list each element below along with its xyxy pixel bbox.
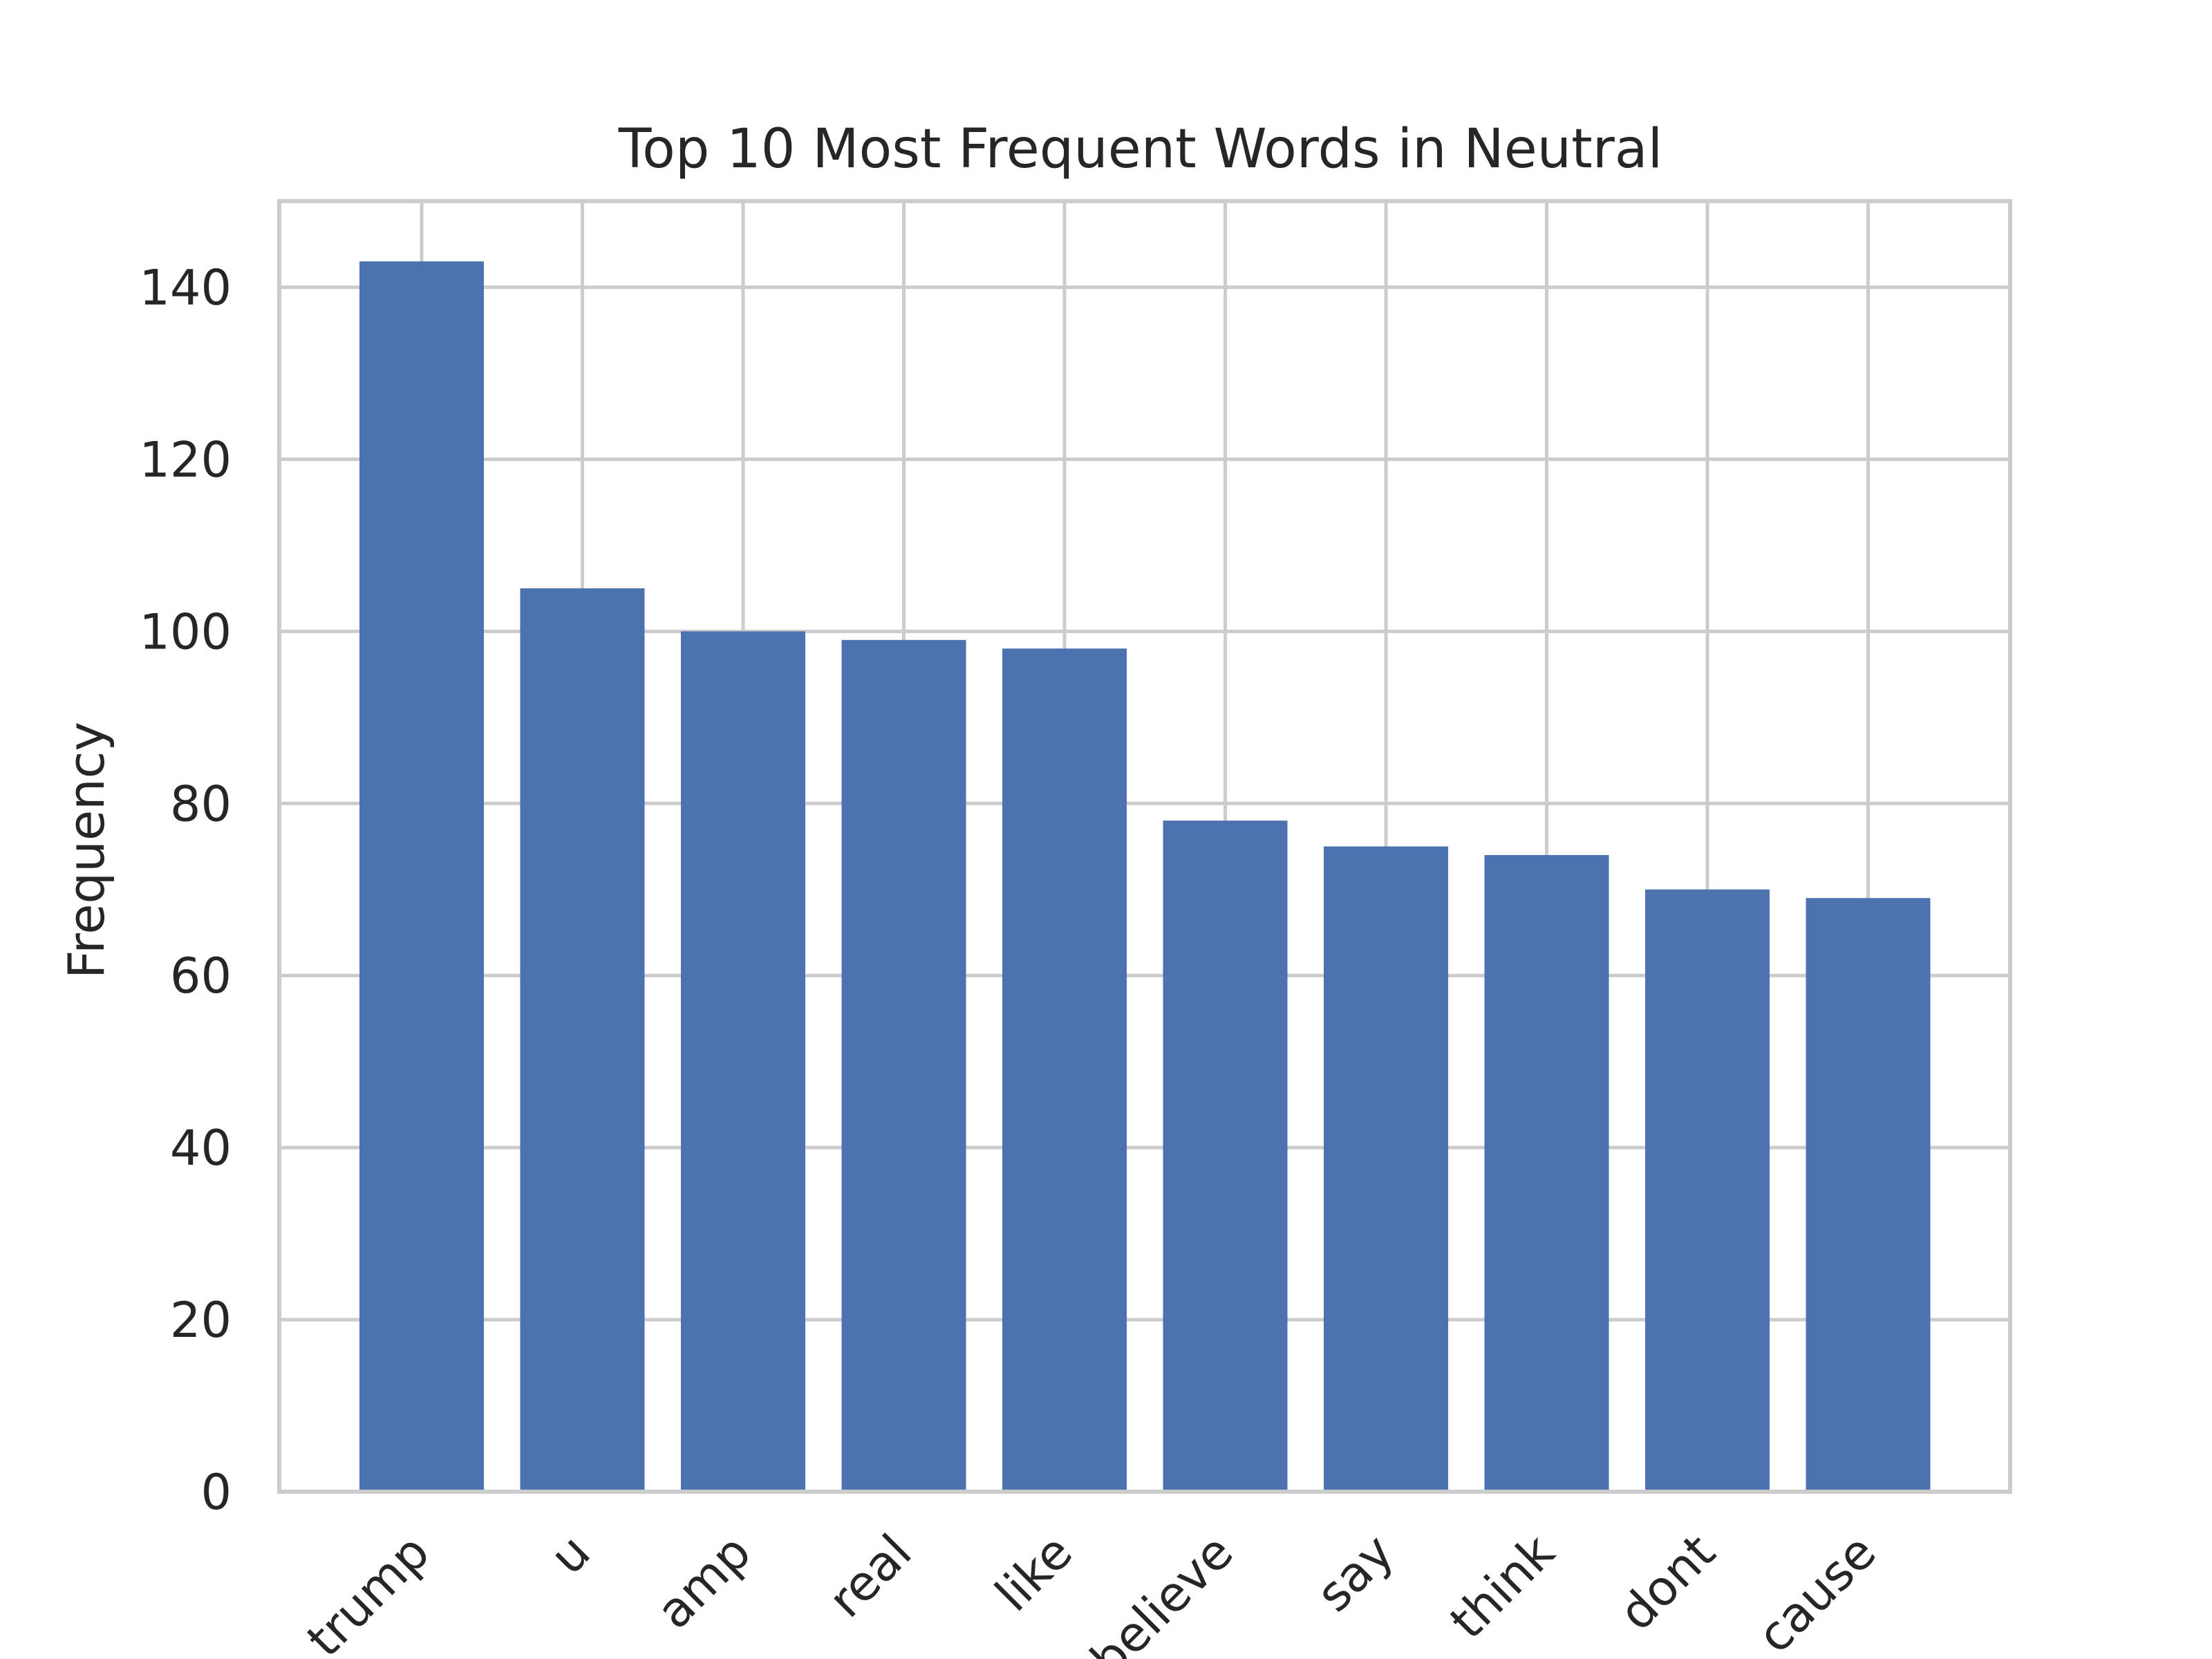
chart-title: Top 10 Most Frequent Words in Neutral (618, 118, 1663, 180)
y-tick-label: 0 (200, 1464, 232, 1521)
bar-think (1484, 854, 1609, 1492)
bar-like (1002, 648, 1127, 1492)
bar-say (1324, 846, 1448, 1492)
plot-frame (277, 199, 2012, 1494)
y-tick-label: 120 (139, 431, 232, 488)
y-tick-label: 40 (170, 1120, 232, 1177)
bar-real (841, 639, 966, 1492)
y-tick-labels: 0 20 40 60 80 100 120 140 (139, 259, 232, 1521)
bar-dont (1645, 889, 1770, 1492)
y-axis-label: Frequency (57, 722, 115, 979)
y-tick-label: 20 (170, 1292, 232, 1349)
y-tick-label: 100 (139, 603, 232, 660)
bar-u (520, 588, 645, 1492)
y-tick-label: 60 (170, 948, 232, 1004)
bar-trump (359, 261, 484, 1492)
bar-believe (1163, 821, 1288, 1492)
bar-series (359, 261, 1931, 1492)
y-tick-label: 80 (170, 776, 232, 832)
bar-cause (1806, 898, 1931, 1492)
y-tick-label: 140 (139, 259, 232, 316)
bar-amp (681, 631, 805, 1492)
